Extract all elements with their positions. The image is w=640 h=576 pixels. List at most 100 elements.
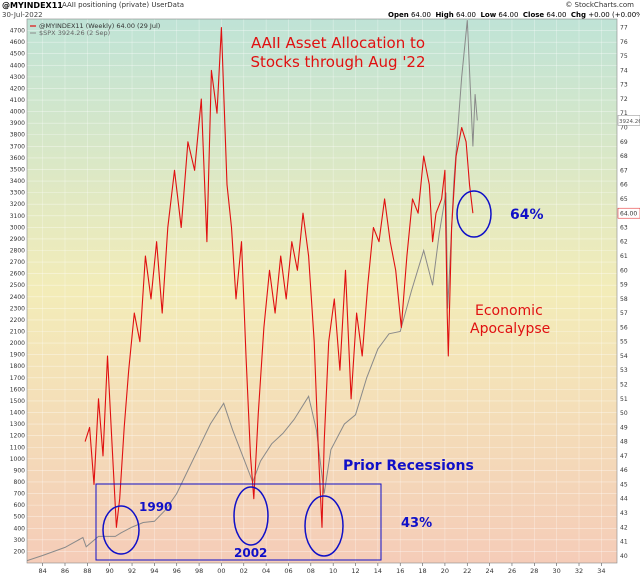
y-axis-left: 200 300 400 500 600 700 800 900 1000 1100 1200 1300… bbox=[10, 28, 25, 556]
y-left-tick-label: 500 bbox=[14, 514, 26, 521]
callout-apocalypse: Apocalypse bbox=[470, 321, 550, 337]
x-tick-label: 86 bbox=[61, 567, 69, 575]
chg-label: Chg bbox=[570, 11, 587, 19]
y-left-tick-label: 900 bbox=[14, 467, 26, 474]
y-right-tick-label: 44 bbox=[620, 496, 628, 503]
callout-64pct: 64% bbox=[510, 207, 544, 223]
y-right-tick-label: 48 bbox=[620, 439, 628, 446]
x-tick-label: 18 bbox=[418, 567, 426, 575]
close-label: Close bbox=[522, 11, 545, 19]
y-right-tick-label: 58 bbox=[620, 296, 628, 303]
y-right-tick-label: 77 bbox=[620, 25, 628, 32]
aaii-value-label: 64.00 bbox=[620, 211, 637, 218]
y-right-tick-label: 66 bbox=[620, 182, 628, 189]
y-right-tick-label: 46 bbox=[620, 467, 628, 474]
open-value: 64.00 bbox=[410, 11, 431, 19]
y-left-tick-label: 4400 bbox=[10, 62, 25, 69]
y-left-tick-label: 3600 bbox=[10, 155, 25, 162]
circle-1990 bbox=[102, 505, 140, 555]
x-tick-label: 30 bbox=[553, 567, 561, 575]
y-left-tick-label: 200 bbox=[14, 548, 26, 555]
x-tick-label: 24 bbox=[485, 567, 493, 575]
y-left-tick-label: 1900 bbox=[10, 352, 25, 359]
spx-line bbox=[27, 20, 478, 562]
symbol-description: AAII positioning (private) UserData bbox=[62, 1, 185, 9]
y-left-tick-label: 1000 bbox=[10, 456, 25, 463]
y-left-tick-label: 1700 bbox=[10, 375, 25, 382]
y-right-tick-label: 75 bbox=[620, 53, 628, 60]
spx-value-label: 3924.26 bbox=[619, 119, 640, 125]
annotations: AAII Asset Allocation to Stocks through … bbox=[95, 34, 550, 561]
y-right-tick-label: 52 bbox=[620, 382, 628, 389]
x-tick-label: 20 bbox=[441, 567, 449, 575]
x-tick-label: 98 bbox=[195, 567, 203, 575]
aaii-value-marker bbox=[617, 207, 640, 219]
y-left-tick-label: 800 bbox=[14, 479, 26, 486]
symbol-label: @MYINDEX11 bbox=[2, 1, 63, 10]
circle-2002 bbox=[233, 486, 269, 546]
y-left-tick-label: 4500 bbox=[10, 51, 25, 58]
y-left-tick-label: 1600 bbox=[10, 386, 25, 393]
x-tick-label: 06 bbox=[284, 567, 292, 575]
y-left-tick-label: 2600 bbox=[10, 271, 25, 278]
y-left-tick-label: 4100 bbox=[10, 97, 25, 104]
y-right-tick-label: 42 bbox=[620, 524, 628, 531]
y-left-tick-label: 2100 bbox=[10, 329, 25, 336]
close-value: 64.00 bbox=[546, 11, 567, 19]
y-left-tick-label: 3000 bbox=[10, 224, 25, 231]
y-left-tick-label: 3300 bbox=[10, 190, 25, 197]
chart-header: @MYINDEX11 AAII positioning (private) Us… bbox=[0, 0, 640, 20]
x-tick-label: 22 bbox=[463, 567, 471, 575]
legend-aaii: @MYINDEX11 (Weekly) 64.00 (29 Jul) bbox=[39, 22, 160, 30]
y-left-tick-label: 4700 bbox=[10, 28, 25, 35]
y-left-tick-label: 1800 bbox=[10, 363, 25, 370]
x-tick-label: 34 bbox=[597, 567, 605, 575]
x-tick-label: 94 bbox=[150, 567, 158, 575]
x-tick-label: 14 bbox=[374, 567, 382, 575]
x-tick-label: 84 bbox=[39, 567, 47, 575]
low-label: Low bbox=[480, 11, 497, 19]
callout-1990: 1990 bbox=[139, 500, 172, 514]
chg-value: +0.00 (+0.00%) bbox=[588, 11, 640, 19]
y-left-tick-label: 2300 bbox=[10, 305, 25, 312]
y-left-tick-label: 1500 bbox=[10, 398, 25, 405]
y-left-tick-label: 3200 bbox=[10, 201, 25, 208]
chart-legend: @MYINDEX11 (Weekly) 64.00 (29 Jul) $SPX … bbox=[30, 22, 160, 37]
y-left-tick-label: 3700 bbox=[10, 143, 25, 150]
plot-background bbox=[27, 19, 617, 563]
y-right-tick-label: 43 bbox=[620, 510, 628, 517]
y-right-tick-label: 71 bbox=[620, 110, 628, 117]
legend-spx: $SPX 3924.26 (2 Sep) bbox=[39, 29, 110, 37]
y-right-tick-label: 47 bbox=[620, 453, 628, 460]
x-axis: 84 86 88 90 92 94 96 98 00 02 04 06 08 10 12 14 16 18 20 22… bbox=[39, 563, 605, 575]
x-tick-label: 96 bbox=[173, 567, 181, 575]
x-tick-label: 92 bbox=[128, 567, 136, 575]
plot-border bbox=[26, 18, 618, 564]
y-left-tick-label: 600 bbox=[14, 502, 26, 509]
y-right-tick-label: 49 bbox=[620, 424, 628, 431]
y-right-tick-label: 60 bbox=[620, 267, 628, 274]
y-right-tick-label: 56 bbox=[620, 324, 628, 331]
y-left-tick-label: 2700 bbox=[10, 259, 25, 266]
y-left-tick-label: 4300 bbox=[10, 74, 25, 81]
y-left-tick-label: 4000 bbox=[10, 109, 25, 116]
y-left-tick-label: 2400 bbox=[10, 294, 25, 301]
y-right-tick-label: 76 bbox=[620, 39, 628, 46]
y-left-tick-label: 700 bbox=[14, 491, 26, 498]
ohlc-readout: Open 64.00 High 64.00 Low 64.00 Close 64… bbox=[388, 11, 640, 19]
x-tick-label: 08 bbox=[307, 567, 315, 575]
y-left-tick-label: 2900 bbox=[10, 236, 25, 243]
chart-date: 30-Jul-2022 bbox=[2, 11, 43, 19]
y-right-tick-label: 61 bbox=[620, 253, 628, 260]
y-right-tick-label: 68 bbox=[620, 153, 628, 160]
x-tick-label: 02 bbox=[240, 567, 248, 575]
chart-title-line2: Stocks through Aug '22 bbox=[250, 53, 425, 71]
y-left-tick-label: 3100 bbox=[10, 213, 25, 220]
y-axis-right: 40 41 42 43 44 45 46 47 48 49 50 51 52 53 54 55 56 57 58 59… bbox=[617, 25, 640, 560]
y-right-tick-label: 62 bbox=[620, 239, 628, 246]
y-right-tick-label: 59 bbox=[620, 282, 628, 289]
y-right-tick-label: 50 bbox=[620, 410, 628, 417]
x-tick-label: 88 bbox=[83, 567, 91, 575]
x-tick-label: 28 bbox=[530, 567, 538, 575]
